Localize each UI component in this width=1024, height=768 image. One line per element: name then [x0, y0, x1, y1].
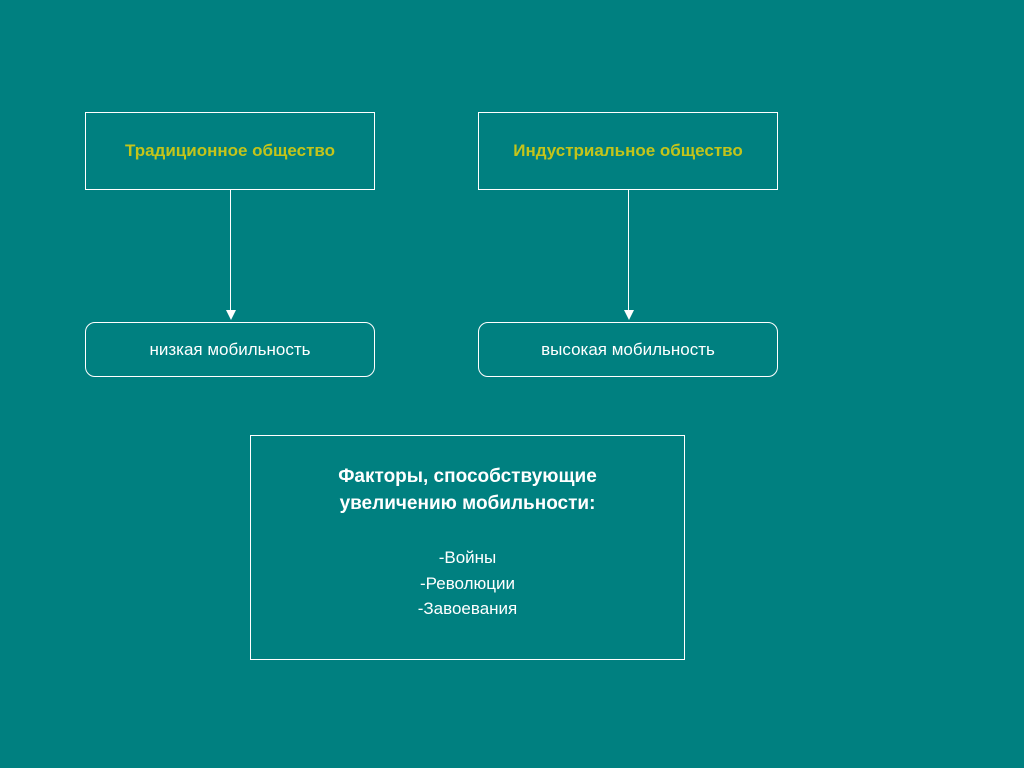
- factors-item: -Революции: [420, 571, 515, 597]
- top-right-label: Индустриальное общество: [513, 141, 743, 161]
- middle-left-label: низкая мобильность: [149, 340, 310, 360]
- factors-title-line1: Факторы, способствующие: [338, 466, 597, 487]
- top-left-box: Традиционное общество: [85, 112, 375, 190]
- factors-box: Факторы, способствующие увеличению мобил…: [250, 435, 685, 660]
- factors-title-line2: увеличению мобильности:: [340, 493, 596, 514]
- middle-left-box: низкая мобильность: [85, 322, 375, 377]
- factors-item: -Завоевания: [418, 596, 518, 622]
- top-left-label: Традиционное общество: [125, 141, 335, 161]
- middle-right-box: высокая мобильность: [478, 322, 778, 377]
- middle-right-label: высокая мобильность: [541, 340, 715, 360]
- factors-item: -Войны: [439, 545, 497, 571]
- arrow-right-head-icon: [624, 310, 634, 320]
- arrow-right-line: [628, 190, 629, 310]
- factors-title: Факторы, способствующие увеличению мобил…: [338, 464, 597, 517]
- top-right-box: Индустриальное общество: [478, 112, 778, 190]
- arrow-left-line: [230, 190, 231, 310]
- arrow-left-head-icon: [226, 310, 236, 320]
